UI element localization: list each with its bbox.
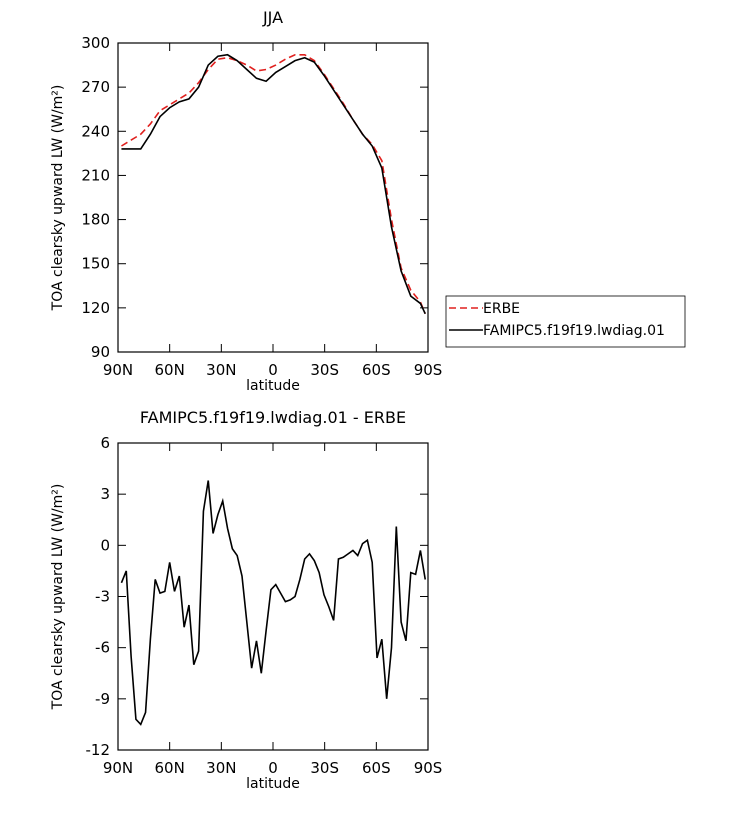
y-tick-label: 180 (81, 211, 110, 229)
x-tick-label: 30N (206, 759, 236, 777)
y-tick-label: 6 (100, 434, 110, 452)
x-tick-label: 60S (362, 361, 391, 379)
x-tick-label: 90S (414, 361, 443, 379)
y-tick-label: -9 (95, 690, 110, 708)
x-tick-label: 90S (414, 759, 443, 777)
y-tick-label: 240 (81, 122, 110, 140)
chart-title: FAMIPC5.f19f19.lwdiag.01 - ERBE (140, 408, 406, 427)
y-tick-label: -6 (95, 639, 110, 657)
legend-label: ERBE (483, 301, 520, 317)
data-line (121, 53, 426, 315)
x-tick-label: 30S (310, 361, 339, 379)
y-tick-label: 3 (100, 485, 110, 503)
legend-label: FAMIPC5.f19f19.lwdiag.01 (483, 323, 665, 339)
x-tick-label: 60N (155, 759, 185, 777)
x-tick-label: 60N (155, 361, 185, 379)
legend-box (445, 295, 686, 348)
y-tick-label: -3 (95, 588, 110, 606)
x-tick-label: 90N (103, 361, 133, 379)
y-axis-label: TOA clearsky upward LW (W/m²) (50, 85, 66, 312)
y-tick-label: 0 (100, 536, 110, 554)
x-tick-label: 90N (103, 759, 133, 777)
x-tick-label: 0 (268, 361, 278, 379)
y-tick-label: 210 (81, 166, 110, 184)
y-tick-label: 120 (81, 299, 110, 317)
y-tick-label: 270 (81, 78, 110, 96)
plot-frame (117, 42, 429, 353)
data-line (121, 53, 426, 315)
y-tick-label: 300 (81, 34, 110, 52)
x-tick-label: 60S (362, 759, 391, 777)
x-tick-label: 0 (268, 759, 278, 777)
y-tick-label: 150 (81, 255, 110, 273)
y-tick-label: 90 (91, 343, 110, 361)
chart-title: JJA (262, 8, 283, 27)
x-axis-label: latitude (246, 378, 300, 394)
x-tick-label: 30S (310, 759, 339, 777)
x-axis-label: latitude (246, 776, 300, 792)
plot-frame (117, 442, 429, 751)
y-axis-label: TOA clearsky upward LW (W/m²) (50, 484, 66, 711)
data-line (120, 480, 427, 726)
y-tick-label: -12 (86, 741, 111, 759)
x-tick-label: 30N (206, 361, 236, 379)
